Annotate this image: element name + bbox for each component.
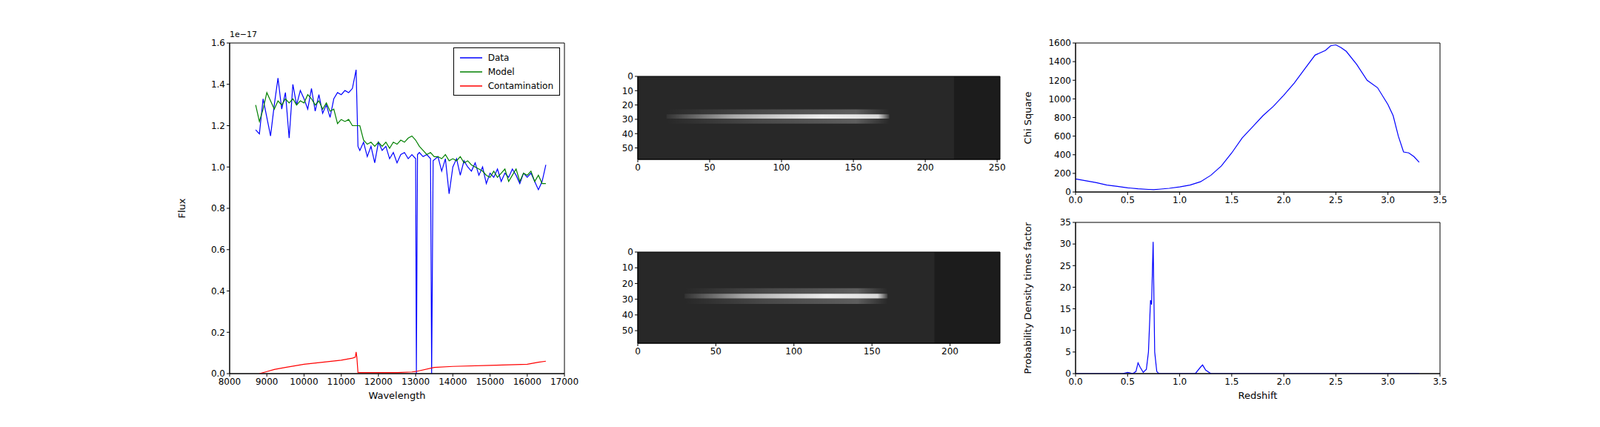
svg-text:0.5: 0.5 — [1120, 376, 1135, 387]
html-text:Contamination: Contamination — [487, 80, 554, 91]
html-text:Model: Model — [487, 66, 515, 77]
svg-text:0.0: 0.0 — [1068, 194, 1083, 205]
svg-text:50: 50 — [622, 142, 634, 154]
svg-text:25: 25 — [1060, 260, 1072, 272]
html-text:1e−17: 1e−17 — [229, 29, 258, 40]
svg-text:13000: 13000 — [401, 376, 430, 387]
svg-text:3.5: 3.5 — [1432, 376, 1447, 387]
svg-text:1.0: 1.0 — [1172, 194, 1187, 206]
svg-text:15000: 15000 — [475, 376, 504, 387]
svg-text:17000: 17000 — [550, 376, 579, 387]
svg-text:0.2: 0.2 — [211, 327, 226, 338]
svg-text:1600: 1600 — [1048, 37, 1072, 49]
svg-text:2.5: 2.5 — [1328, 376, 1343, 387]
svg-text:1.0: 1.0 — [1172, 376, 1187, 387]
svg-text:250: 250 — [988, 162, 1006, 173]
svg-text:14000: 14000 — [438, 376, 467, 387]
svg-text:100: 100 — [773, 162, 791, 173]
svg-text:3.0: 3.0 — [1380, 194, 1395, 206]
svg-text:1.6: 1.6 — [211, 37, 226, 49]
html-text:Data: Data — [487, 52, 510, 63]
svg-text:3.5: 3.5 — [1432, 194, 1447, 206]
svg-text:30: 30 — [622, 114, 634, 125]
svg-text:0.6: 0.6 — [211, 244, 226, 255]
svg-text:1.4: 1.4 — [211, 79, 226, 90]
svg-text:1.2: 1.2 — [211, 120, 226, 132]
svg-text:10000: 10000 — [289, 376, 318, 387]
svg-text:150: 150 — [863, 345, 881, 357]
svg-text:0: 0 — [1065, 186, 1072, 198]
svg-text:0: 0 — [627, 71, 634, 82]
html-text:Probability Density times fact: Probability Density times factor — [1021, 221, 1033, 374]
svg-text:30: 30 — [1060, 238, 1072, 249]
svg-text:1.5: 1.5 — [1224, 376, 1239, 387]
svg-text:1.0: 1.0 — [211, 162, 226, 173]
svg-text:10: 10 — [622, 262, 634, 273]
svg-text:50: 50 — [703, 162, 715, 173]
svg-text:9000: 9000 — [255, 376, 279, 387]
svg-text:30: 30 — [622, 294, 634, 305]
svg-text:800: 800 — [1054, 112, 1072, 123]
svg-text:0: 0 — [1065, 368, 1072, 379]
svg-text:16000: 16000 — [513, 376, 542, 387]
html-text:Redshift: Redshift — [1238, 389, 1278, 401]
svg-text:15: 15 — [1060, 303, 1072, 315]
svg-text:0.4: 0.4 — [211, 285, 226, 297]
svg-text:1.5: 1.5 — [1224, 194, 1239, 206]
svg-text:12000: 12000 — [364, 376, 393, 387]
svg-text:20: 20 — [622, 278, 634, 289]
svg-text:100: 100 — [785, 345, 803, 357]
svg-text:1200: 1200 — [1048, 75, 1072, 86]
svg-text:20: 20 — [622, 100, 634, 111]
svg-text:0.8: 0.8 — [211, 202, 226, 214]
svg-text:2.0: 2.0 — [1277, 194, 1292, 206]
svg-text:2.0: 2.0 — [1277, 376, 1292, 387]
svg-text:400: 400 — [1054, 149, 1072, 160]
svg-text:0: 0 — [627, 246, 634, 258]
html-text:Wavelength: Wavelength — [368, 389, 426, 401]
svg-text:2.5: 2.5 — [1328, 194, 1343, 206]
svg-text:200: 200 — [941, 345, 959, 357]
svg-text:20: 20 — [1060, 282, 1072, 293]
svg-text:3.0: 3.0 — [1380, 376, 1395, 387]
svg-text:10: 10 — [622, 85, 634, 97]
svg-text:35: 35 — [1060, 217, 1072, 228]
svg-text:40: 40 — [622, 128, 634, 140]
svg-text:0.0: 0.0 — [211, 368, 226, 379]
svg-text:5: 5 — [1065, 346, 1072, 358]
svg-text:11000: 11000 — [327, 376, 356, 387]
svg-text:0: 0 — [634, 162, 641, 173]
svg-text:1400: 1400 — [1048, 56, 1072, 67]
svg-text:200: 200 — [1054, 168, 1072, 179]
html-text:Chi Square: Chi Square — [1021, 91, 1033, 144]
svg-text:200: 200 — [917, 162, 935, 173]
svg-text:1000: 1000 — [1048, 94, 1072, 105]
svg-text:150: 150 — [845, 162, 863, 173]
svg-text:600: 600 — [1054, 131, 1072, 142]
svg-text:10: 10 — [1060, 325, 1072, 336]
svg-text:0: 0 — [634, 345, 641, 357]
svg-text:50: 50 — [710, 345, 722, 357]
svg-text:8000: 8000 — [218, 375, 241, 387]
svg-text:0.5: 0.5 — [1120, 194, 1135, 206]
svg-text:0.0: 0.0 — [1068, 375, 1083, 387]
svg-text:40: 40 — [622, 309, 634, 320]
svg-text:50: 50 — [622, 325, 634, 336]
html-text:Flux: Flux — [175, 198, 188, 219]
